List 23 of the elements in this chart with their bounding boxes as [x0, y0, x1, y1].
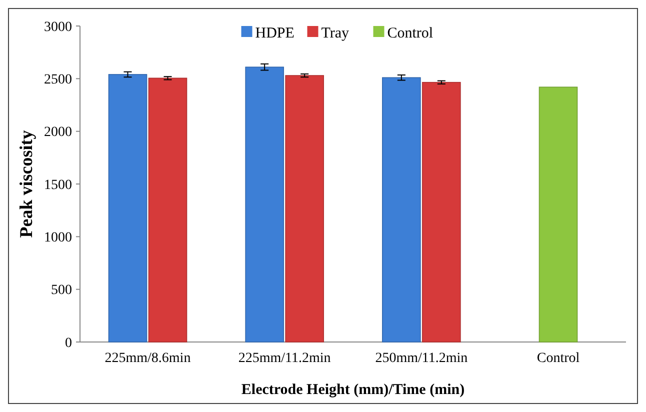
x-tick-label: Control — [536, 351, 580, 366]
y-tick-label: 2000 — [44, 125, 72, 140]
bar — [245, 66, 284, 342]
bar — [285, 75, 324, 342]
y-tick-label: 500 — [51, 283, 72, 298]
y-tick-label: 1000 — [44, 230, 72, 246]
y-tick-label: 1500 — [44, 178, 72, 193]
x-axis-title: Electrode Height (mm)/Time (min) — [241, 382, 465, 398]
bar — [538, 86, 578, 342]
y-tick-label: 0 — [65, 336, 72, 351]
legend-label: HDPE — [255, 25, 294, 42]
bar — [148, 78, 188, 342]
legend-label: Control — [387, 25, 434, 42]
x-tick-label: 250mm/11.2min — [375, 351, 468, 366]
y-tick-label: 2500 — [44, 72, 72, 88]
bar — [382, 77, 421, 342]
y-axis-title: Peak viscosity — [16, 130, 36, 238]
bar — [108, 74, 148, 342]
bar — [422, 82, 461, 342]
legend-label: Tray — [321, 25, 350, 42]
x-tick-label: 225mm/11.2min — [238, 351, 331, 366]
x-tick-label: 225mm/8.6min — [104, 351, 191, 366]
y-tick-label: 3000 — [44, 20, 72, 35]
